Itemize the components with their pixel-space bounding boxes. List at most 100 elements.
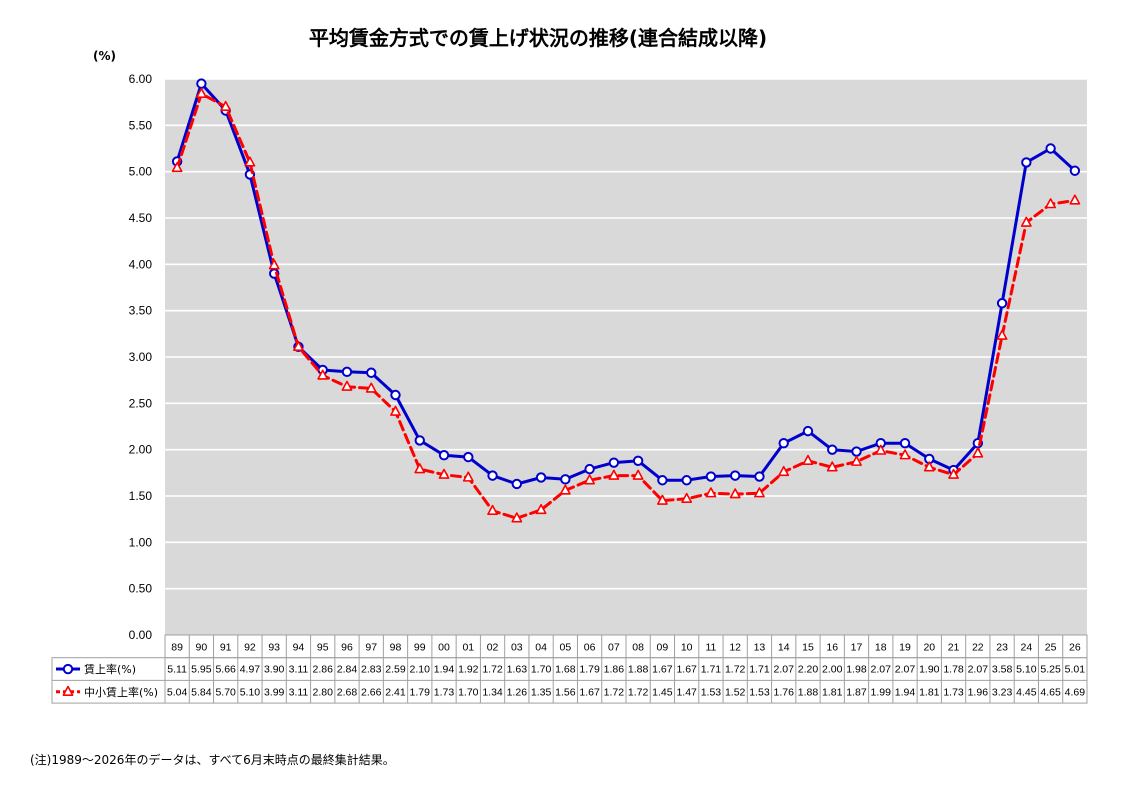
series-2-data-label: 2.68	[337, 686, 358, 698]
series-1-data-label: 1.86	[604, 664, 625, 676]
x-category-label: 17	[851, 642, 863, 654]
x-category-label: 16	[826, 642, 838, 654]
series-2-point	[632, 469, 644, 480]
series-1-point	[511, 478, 523, 490]
series-2-point	[365, 382, 377, 393]
series-2-point	[826, 461, 838, 472]
series-2-point	[244, 156, 256, 167]
legend: 賃上率(%) 中小賃上率(%)	[56, 662, 158, 699]
y-tick-label: 2.00	[129, 443, 153, 457]
y-tick-label: 3.50	[129, 304, 153, 318]
series-1-data-label: 3.11	[289, 664, 309, 676]
series-1-data-label: 1.70	[531, 664, 552, 676]
series-1-data-label: 5.10	[1016, 664, 1037, 676]
series-1-point	[778, 437, 789, 449]
series-2-point	[802, 454, 814, 465]
series-2	[171, 87, 1081, 523]
series-2-point	[220, 100, 232, 111]
x-category-label: 92	[244, 642, 256, 654]
series-1-point	[899, 437, 911, 449]
series-2-point	[584, 474, 596, 485]
series-1-data-label: 5.25	[1040, 664, 1061, 676]
x-category-label: 02	[487, 642, 499, 654]
series-2-point	[754, 487, 765, 498]
series-1-data-label: 2.07	[871, 664, 892, 676]
legend-swatch-series-1	[56, 663, 80, 675]
series-1-point	[1021, 157, 1032, 168]
x-category-label: 93	[268, 642, 280, 654]
x-category-label: 05	[559, 642, 571, 654]
y-tick-label: 5.00	[129, 165, 153, 179]
series-2-point	[899, 449, 911, 460]
series-2-data-label: 1.70	[458, 686, 479, 698]
x-category-label: 14	[778, 642, 790, 654]
series-1-data-label: 2.07	[895, 664, 916, 676]
x-category-label: 09	[657, 642, 669, 654]
series-2-data-label: 1.52	[725, 686, 746, 698]
series-1-point	[729, 470, 741, 481]
x-category-label: 01	[462, 642, 474, 654]
series-2-data-label: 1.53	[749, 686, 770, 698]
x-category-label: 00	[438, 642, 450, 654]
series-2-point	[875, 444, 887, 455]
series-1-data-label: 2.84	[337, 664, 358, 676]
series-1-data-label: 1.78	[943, 664, 964, 676]
series-1-point	[487, 470, 498, 481]
y-tick-label: 4.50	[129, 211, 153, 225]
series-1-data-label: 5.01	[1065, 664, 1086, 676]
series-1-data-label: 5.66	[215, 664, 236, 676]
series-1-data-label: 1.63	[507, 664, 528, 676]
series-2-point	[195, 87, 207, 99]
series-2-data-label: 5.70	[215, 686, 236, 698]
series-2-data-label: 1.87	[846, 686, 867, 698]
x-category-label: 90	[196, 642, 208, 654]
series-2-point	[705, 487, 717, 498]
series-2-data-label: 1.79	[410, 686, 431, 698]
series-2-point	[559, 484, 571, 495]
series-2-point	[1045, 198, 1057, 209]
x-category-label: 18	[875, 642, 887, 654]
series-1-data-label: 1.90	[919, 664, 940, 676]
series-2-point	[438, 468, 450, 479]
series-1-point	[608, 457, 620, 468]
series-1-point	[802, 425, 814, 437]
series-2-data-label: 1.72	[628, 686, 649, 698]
series-1-data-label: 1.88	[628, 664, 649, 676]
series-1-point	[584, 463, 595, 475]
y-tick-label: 1.00	[129, 535, 153, 549]
x-category-label: 98	[390, 642, 402, 654]
x-category-label: 10	[681, 642, 693, 654]
series-1-point	[1045, 143, 1056, 154]
x-category-label: 26	[1069, 642, 1081, 654]
x-category-label: 03	[511, 642, 523, 654]
series-2-data-label: 4.69	[1065, 686, 1086, 698]
series-1-point	[657, 475, 668, 486]
x-category-label: 08	[632, 642, 644, 654]
series-layer	[171, 78, 1081, 523]
series-2-point	[923, 461, 935, 472]
series-1-data-label: 1.92	[458, 664, 479, 676]
series-2-data-label: 2.80	[312, 686, 333, 698]
series-2-point	[656, 494, 668, 505]
series-2-point	[851, 455, 862, 466]
x-category-label: 04	[535, 642, 547, 654]
legend-marker	[62, 663, 74, 675]
x-category-label: 97	[365, 642, 377, 654]
series-1-data-label: 2.86	[312, 664, 333, 676]
y-tick-label: 2.50	[129, 396, 153, 410]
x-category-label: 25	[1045, 642, 1057, 654]
footnote: (注)1989～2026年のデータは、すべて6月末時点の最終集計結果。	[30, 753, 395, 767]
x-category-label: 15	[802, 642, 814, 654]
x-category-label: 94	[293, 642, 305, 654]
x-category-label: 96	[341, 642, 353, 654]
y-axis-tick-labels: 0.00 0.50 1.00 1.50 2.00 2.50 3.00 3.50 4.00 4.50…	[129, 72, 153, 642]
x-category-label: 22	[972, 642, 984, 654]
series-2-data-label: 1.81	[822, 686, 843, 698]
legend-marker	[62, 685, 74, 696]
series-2-point	[948, 468, 959, 479]
series-2-point	[293, 340, 304, 352]
series-1-data-label: 2.59	[385, 664, 406, 676]
series-1-point	[390, 389, 401, 401]
series-2-data-label: 2.41	[385, 686, 406, 698]
